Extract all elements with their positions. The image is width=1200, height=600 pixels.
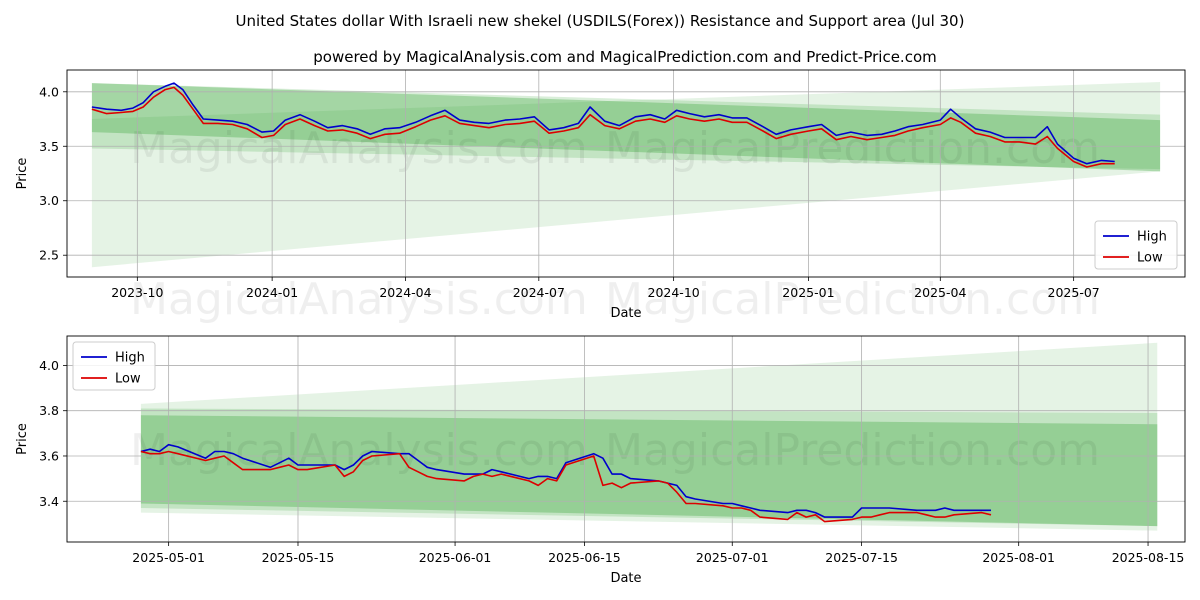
x-tick-label: 2025-08-15	[1112, 550, 1185, 565]
bottom-chart-panel: MagicalAnalysis.com MagicalPrediction.com…	[15, 335, 1186, 586]
low-price-line	[140, 450, 992, 523]
x-tick-label: 2025-06-15	[548, 550, 621, 565]
high-price-line	[140, 443, 991, 518]
legend: High Low	[1094, 220, 1178, 270]
x-tick-label: 2024-10	[648, 285, 700, 300]
x-tick-label: 2024-04	[379, 285, 431, 300]
support-resistance-band	[140, 342, 1158, 531]
x-axis-label: Date	[610, 571, 641, 586]
support-resistance-band	[91, 81, 1161, 268]
watermark-text: MagicalPrediction.com	[605, 123, 1100, 174]
legend-label-low: Low	[115, 372, 141, 387]
top-chart-panel: MagicalAnalysis.com MagicalPrediction.com…	[15, 69, 1186, 321]
watermark-text: MagicalPrediction.com	[605, 274, 1100, 325]
y-axis-label: Price	[15, 158, 30, 190]
watermark-text: MagicalAnalysis.com	[130, 274, 588, 325]
legend-box	[1094, 220, 1178, 270]
x-tick-label: 2025-07	[1048, 285, 1100, 300]
x-tick-label: 2025-05-01	[132, 550, 205, 565]
support-resistance-band	[91, 83, 1161, 172]
x-tick-label: 2025-01	[782, 285, 834, 300]
watermark-text: MagicalAnalysis.com	[130, 425, 588, 476]
watermark-text: MagicalAnalysis.com	[130, 123, 588, 174]
y-tick-label: 3.6	[39, 448, 59, 463]
low-price-line	[91, 86, 1115, 168]
x-tick-label: 2023-10	[111, 285, 163, 300]
chart-title: United States dollar With Israeli new sh…	[236, 12, 965, 30]
x-tick-label: 2025-06-01	[419, 550, 492, 565]
y-tick-label: 3.4	[39, 494, 59, 509]
y-tick-label: 2.5	[39, 248, 59, 263]
x-tick-label: 2025-05-15	[262, 550, 335, 565]
y-tick-label: 3.8	[39, 403, 59, 418]
high-price-line	[91, 82, 1115, 165]
legend-box	[72, 341, 156, 391]
y-tick-label: 4.0	[39, 358, 59, 373]
legend-label-low: Low	[1137, 251, 1163, 266]
chart-subtitle: powered by MagicalAnalysis.com and Magic…	[313, 48, 937, 66]
x-tick-label: 2025-08-01	[982, 550, 1055, 565]
support-resistance-band	[140, 408, 1158, 527]
plot-frame	[66, 69, 1186, 278]
y-tick-label: 3.5	[39, 139, 59, 154]
x-tick-label: 2024-07	[513, 285, 565, 300]
legend-label-high: High	[1137, 230, 1167, 245]
x-tick-label: 2024-01	[246, 285, 298, 300]
plot-frame	[66, 335, 1186, 543]
x-axis-label: Date	[610, 306, 641, 321]
legend: High Low	[72, 341, 156, 391]
x-tick-label: 2025-07-01	[696, 550, 769, 565]
watermark-text: MagicalPrediction.com	[605, 425, 1100, 476]
y-tick-label: 4.0	[39, 84, 59, 99]
legend-label-high: High	[115, 351, 145, 366]
x-tick-label: 2025-07-15	[825, 550, 898, 565]
y-axis-label: Price	[15, 423, 30, 455]
x-tick-label: 2025-04	[914, 285, 966, 300]
support-resistance-band	[140, 415, 1158, 527]
y-tick-label: 3.0	[39, 193, 59, 208]
